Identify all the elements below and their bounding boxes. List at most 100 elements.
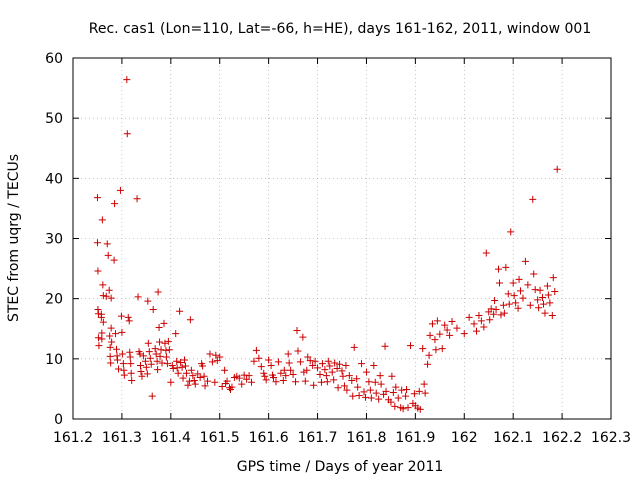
data-point <box>156 338 164 346</box>
data-point <box>377 380 385 388</box>
data-point <box>406 342 414 350</box>
data-point <box>358 360 366 368</box>
data-point <box>382 387 390 395</box>
data-point <box>111 200 119 208</box>
data-point <box>107 359 115 367</box>
data-point <box>510 292 518 300</box>
data-point <box>270 373 278 381</box>
data-point <box>99 292 107 300</box>
data-point <box>432 346 440 354</box>
y-tick-label: 20 <box>45 292 63 308</box>
data-point <box>531 286 539 294</box>
data-point <box>338 367 346 375</box>
data-point <box>342 361 350 369</box>
data-point <box>172 330 180 338</box>
data-point <box>148 392 156 400</box>
x-axis-label: GPS time / Days of year 2011 <box>237 459 444 475</box>
data-point <box>179 374 187 382</box>
data-point <box>136 361 144 369</box>
data-point <box>105 286 113 294</box>
data-point <box>144 297 152 305</box>
data-point <box>334 384 342 392</box>
data-point <box>174 369 182 377</box>
data-point <box>536 286 544 294</box>
data-point <box>502 263 510 271</box>
data-point <box>113 345 121 353</box>
data-point <box>126 353 134 361</box>
data-point <box>372 389 380 397</box>
data-point <box>235 374 243 382</box>
data-point <box>475 312 483 320</box>
data-point <box>206 350 214 358</box>
data-point <box>149 305 157 313</box>
data-point <box>250 357 258 365</box>
data-point <box>388 372 396 380</box>
x-tick-label: 161.9 <box>395 430 435 446</box>
ticks-layer <box>72 57 612 420</box>
data-point <box>548 312 556 320</box>
data-point <box>487 305 495 313</box>
data-point <box>524 281 532 289</box>
data-point <box>399 405 407 413</box>
data-point <box>431 336 439 344</box>
data-point <box>294 347 302 355</box>
data-point <box>102 292 110 300</box>
data-point <box>517 287 525 295</box>
data-point <box>128 376 136 384</box>
data-point <box>343 386 351 394</box>
y-axis-label: STEC from uqrg / TECUs <box>6 154 22 322</box>
data-point <box>136 350 144 358</box>
data-point <box>375 395 383 403</box>
data-point <box>218 383 226 391</box>
data-point <box>398 386 406 394</box>
data-point <box>365 378 373 386</box>
data-point <box>119 360 127 368</box>
data-point <box>181 356 189 364</box>
data-point <box>147 360 155 368</box>
data-point <box>127 369 135 377</box>
data-point <box>138 372 146 380</box>
data-point <box>93 194 101 202</box>
data-point <box>504 290 512 298</box>
data-point <box>265 356 273 364</box>
data-point <box>201 382 209 390</box>
data-point <box>257 363 265 371</box>
data-point <box>348 376 356 384</box>
data-point <box>216 353 224 361</box>
data-point <box>143 370 151 378</box>
data-point <box>349 392 357 400</box>
data-point <box>376 372 384 380</box>
data-point <box>448 318 456 326</box>
data-point <box>293 327 301 335</box>
data-point <box>157 346 165 354</box>
data-point <box>154 288 162 296</box>
data-point <box>164 337 172 345</box>
data-point <box>394 394 402 402</box>
x-tick-label: 162.1 <box>493 430 533 446</box>
data-point <box>137 367 145 375</box>
data-point <box>446 331 454 339</box>
data-point <box>184 381 192 389</box>
data-point <box>187 366 195 374</box>
data-point <box>514 304 522 312</box>
data-point <box>107 294 115 302</box>
data-point <box>326 362 334 370</box>
y-tick-label: 10 <box>45 352 63 368</box>
data-point <box>543 282 551 290</box>
data-point <box>141 357 149 365</box>
data-point <box>161 339 169 347</box>
data-point <box>173 364 181 372</box>
data-point <box>330 376 338 384</box>
data-point <box>151 345 159 353</box>
data-point <box>125 317 133 325</box>
data-point <box>93 239 101 247</box>
data-point <box>267 361 275 369</box>
data-point <box>340 382 348 390</box>
data-point <box>211 378 219 386</box>
data-point <box>155 324 163 332</box>
data-point <box>491 296 499 304</box>
data-point <box>403 386 411 394</box>
points-layer <box>93 76 561 413</box>
data-point <box>497 311 505 319</box>
data-point <box>353 375 361 383</box>
